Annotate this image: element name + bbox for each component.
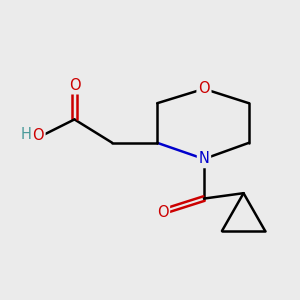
Text: N: N [199,152,209,166]
Text: O: O [32,128,44,143]
Text: O: O [198,81,210,96]
Text: O: O [157,206,168,220]
Text: H: H [20,127,31,142]
Text: O: O [69,78,80,93]
